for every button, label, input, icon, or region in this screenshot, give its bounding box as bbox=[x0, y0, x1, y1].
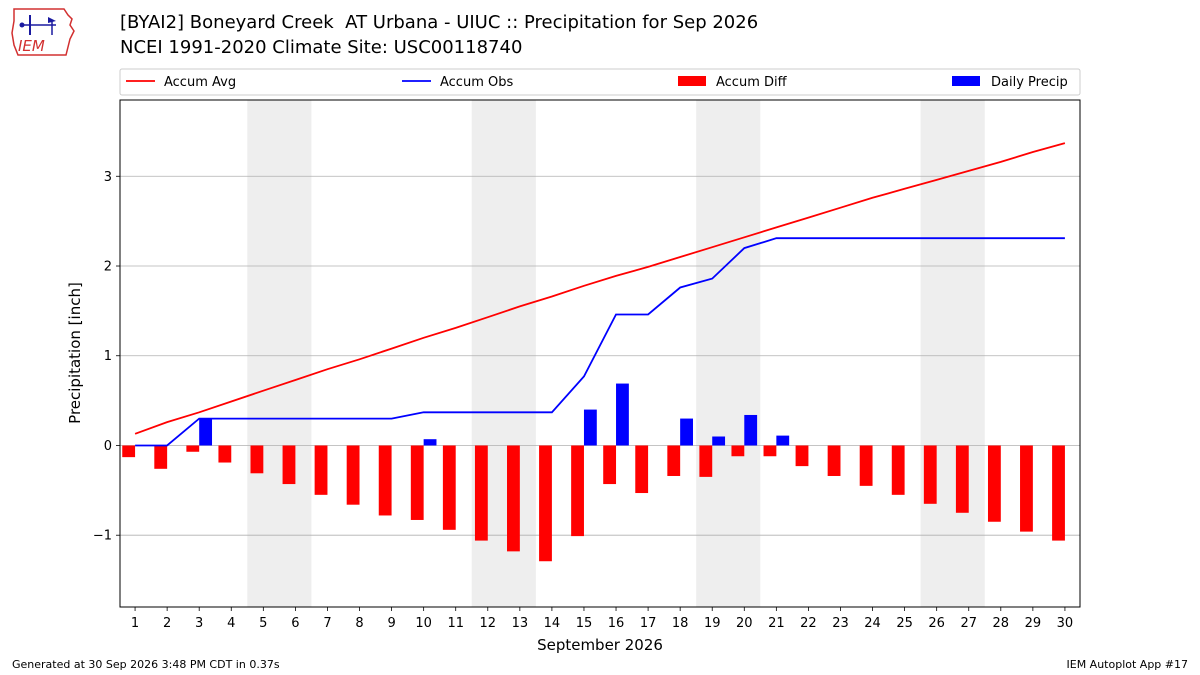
x-tick-label: 23 bbox=[832, 616, 849, 631]
accum-diff-bar bbox=[763, 445, 777, 457]
accum-diff-bar bbox=[474, 445, 488, 541]
accum-diff-bar bbox=[859, 445, 873, 486]
daily-precip-bar bbox=[744, 414, 758, 446]
x-tick-label: 27 bbox=[960, 616, 977, 631]
accum-diff-bar bbox=[539, 445, 552, 562]
x-tick-label: 13 bbox=[512, 616, 529, 631]
accum-diff-bar bbox=[186, 445, 200, 452]
accum-diff-bar bbox=[282, 445, 296, 485]
x-tick-label: 2 bbox=[163, 616, 171, 631]
accum-avg-line bbox=[134, 142, 1066, 435]
accum-diff-bar bbox=[1020, 445, 1033, 532]
accum-diff-bar bbox=[314, 445, 328, 495]
accum-diff-bar bbox=[154, 445, 168, 469]
x-tick-label: 28 bbox=[993, 616, 1010, 631]
x-tick-label: 24 bbox=[864, 616, 881, 631]
iem-logo: IEM bbox=[11, 8, 75, 56]
accum-diff-bar bbox=[410, 445, 424, 520]
x-tick-label: 12 bbox=[480, 616, 497, 631]
x-tick-label: 8 bbox=[355, 616, 363, 631]
x-tick-label: 25 bbox=[896, 616, 913, 631]
daily-precip-bar bbox=[712, 436, 726, 446]
daily-precip-bar bbox=[583, 409, 597, 446]
accum-diff-bar bbox=[250, 445, 264, 474]
chart-title: [BYAI2] Boneyard Creek AT Urbana - UIUC … bbox=[120, 12, 759, 33]
x-tick-label: 16 bbox=[608, 616, 625, 631]
accum-diff-bar bbox=[667, 445, 681, 476]
accum-diff-bar bbox=[731, 445, 745, 457]
y-tick-label: −1 bbox=[93, 529, 112, 544]
legend: Accum Avg Accum Obs Accum Diff Daily Pre… bbox=[119, 68, 1081, 96]
app-credit: IEM Autoplot App #17 bbox=[1066, 658, 1189, 671]
legend-box bbox=[119, 68, 1081, 96]
accum-obs-line bbox=[135, 237, 1065, 447]
y-axis-label: Precipitation [inch] bbox=[66, 282, 84, 424]
x-tick-label: 11 bbox=[447, 616, 464, 631]
iowa-outline-icon bbox=[11, 8, 75, 56]
legend-label-accum-avg: Accum Avg bbox=[164, 75, 236, 90]
generated-timestamp: Generated at 30 Sep 2026 3:48 PM CDT in … bbox=[12, 658, 280, 671]
legend-swatch-daily-precip bbox=[952, 76, 980, 86]
x-tick-label: 21 bbox=[768, 616, 785, 631]
daily-precip-bar bbox=[423, 439, 437, 446]
accum-diff-bar bbox=[699, 445, 713, 477]
x-tick-label: 22 bbox=[800, 616, 817, 631]
accum-diff-bar bbox=[1052, 445, 1065, 541]
y-tick-label: 1 bbox=[104, 349, 112, 364]
weekend-shade bbox=[247, 100, 312, 607]
x-tick-label: 3 bbox=[195, 616, 203, 631]
accum-diff-bar bbox=[891, 445, 905, 495]
axes-frame bbox=[119, 99, 1081, 608]
accum-diff-bar bbox=[827, 445, 841, 476]
accum-diff-bar bbox=[442, 445, 456, 530]
accum-diff-bar bbox=[378, 445, 392, 516]
y-tick-label: 3 bbox=[104, 170, 112, 185]
accum-diff-bar bbox=[218, 445, 232, 463]
daily-precip-bar bbox=[680, 418, 693, 446]
accum-diff-bar bbox=[987, 445, 1001, 522]
accum-diff-bar bbox=[795, 445, 809, 467]
legend-label-daily-precip: Daily Precip bbox=[991, 75, 1068, 90]
accum-diff-bar bbox=[571, 445, 584, 537]
legend-swatch-accum-diff bbox=[678, 76, 706, 86]
x-tick-label: 20 bbox=[736, 616, 753, 631]
x-tick-label: 5 bbox=[259, 616, 267, 631]
logo-text: IEM bbox=[18, 37, 45, 55]
legend-label-accum-obs: Accum Obs bbox=[440, 75, 513, 90]
x-tick-label: 10 bbox=[415, 616, 432, 631]
accum-diff-bar bbox=[635, 445, 649, 494]
x-tick-label: 29 bbox=[1025, 616, 1042, 631]
x-tick-label: 9 bbox=[387, 616, 395, 631]
legend-label-accum-diff: Accum Diff bbox=[716, 75, 788, 90]
y-tick-label: 0 bbox=[104, 439, 112, 454]
x-tick-label: 4 bbox=[227, 616, 235, 631]
accum-diff-bar bbox=[122, 445, 136, 458]
x-tick-label: 18 bbox=[672, 616, 689, 631]
x-tick-label: 1 bbox=[131, 616, 139, 631]
daily-precip-bar bbox=[776, 435, 790, 446]
x-axis-label: September 2026 bbox=[537, 636, 663, 654]
y-tick-label: 2 bbox=[104, 260, 112, 275]
weekend-shade bbox=[696, 100, 761, 607]
accum-diff-bar bbox=[346, 445, 360, 505]
x-tick-label: 7 bbox=[323, 616, 331, 631]
x-tick-label: 6 bbox=[291, 616, 299, 631]
accum-diff-bar bbox=[507, 445, 520, 552]
chart-subtitle: NCEI 1991-2020 Climate Site: USC00118740 bbox=[120, 37, 523, 58]
x-tick-label: 19 bbox=[704, 616, 721, 631]
accum-diff-bar bbox=[603, 445, 617, 485]
daily-precip-bar bbox=[616, 383, 629, 446]
x-tick-label: 30 bbox=[1057, 616, 1074, 631]
accum-diff-bar bbox=[923, 445, 937, 504]
accum-diff-bar bbox=[955, 445, 969, 513]
x-tick-label: 14 bbox=[544, 616, 561, 631]
daily-precip-bar bbox=[199, 418, 213, 446]
x-tick-label: 15 bbox=[576, 616, 593, 631]
x-tick-label: 17 bbox=[640, 616, 657, 631]
weekend-shade bbox=[920, 100, 985, 607]
x-tick-label: 26 bbox=[928, 616, 945, 631]
